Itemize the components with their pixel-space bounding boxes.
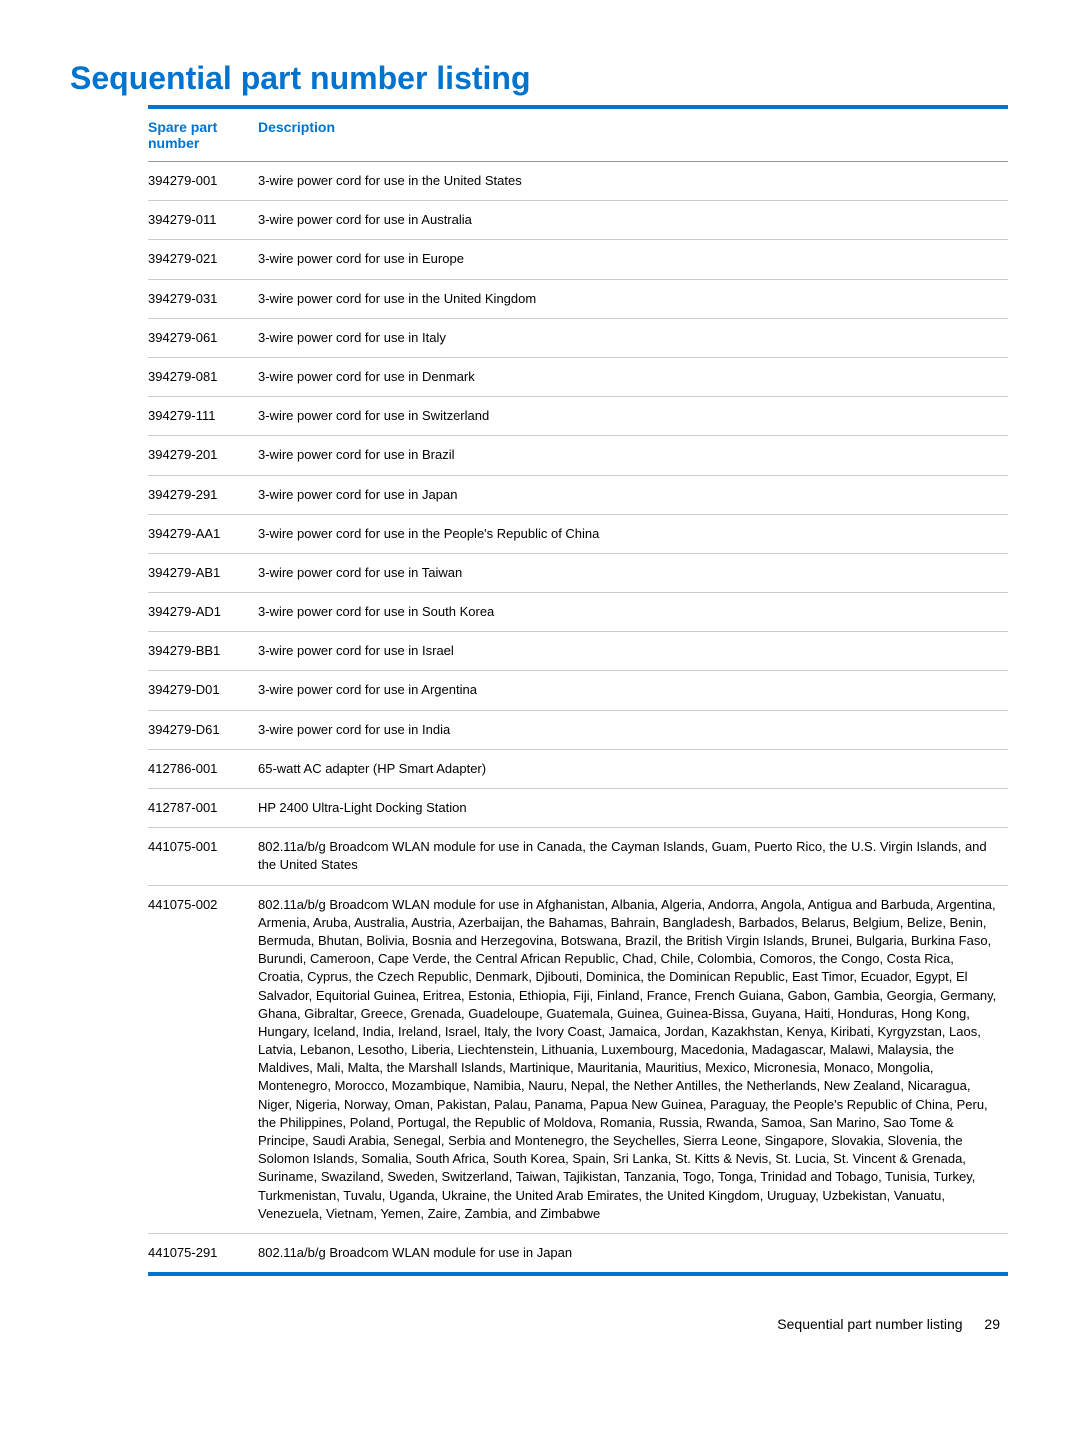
- footer-page-number: 29: [984, 1316, 1000, 1332]
- cell-part-number: 412787-001: [148, 789, 258, 828]
- table-row: 394279-AB13-wire power cord for use in T…: [148, 553, 1008, 592]
- table-row: 394279-AD13-wire power cord for use in S…: [148, 593, 1008, 632]
- parts-table: Spare part number Description 394279-001…: [148, 109, 1008, 1272]
- cell-description: 3-wire power cord for use in Argentina: [258, 671, 1008, 710]
- cell-description: 802.11a/b/g Broadcom WLAN module for use…: [258, 885, 1008, 1233]
- table-row: 441075-002802.11a/b/g Broadcom WLAN modu…: [148, 885, 1008, 1233]
- page-title: Sequential part number listing: [70, 60, 1010, 97]
- cell-description: 3-wire power cord for use in Israel: [258, 632, 1008, 671]
- cell-description: HP 2400 Ultra-Light Docking Station: [258, 789, 1008, 828]
- cell-description: 802.11a/b/g Broadcom WLAN module for use…: [258, 828, 1008, 885]
- table-row: 394279-0613-wire power cord for use in I…: [148, 318, 1008, 357]
- cell-description: 3-wire power cord for use in India: [258, 710, 1008, 749]
- cell-description: 3-wire power cord for use in Australia: [258, 201, 1008, 240]
- cell-description: 802.11a/b/g Broadcom WLAN module for use…: [258, 1233, 1008, 1272]
- table-row: 394279-BB13-wire power cord for use in I…: [148, 632, 1008, 671]
- table-row: 441075-001802.11a/b/g Broadcom WLAN modu…: [148, 828, 1008, 885]
- table-row: 394279-0313-wire power cord for use in t…: [148, 279, 1008, 318]
- cell-part-number: 394279-001: [148, 162, 258, 201]
- cell-description: 3-wire power cord for use in Taiwan: [258, 553, 1008, 592]
- cell-part-number: 441075-001: [148, 828, 258, 885]
- table-row: 394279-1113-wire power cord for use in S…: [148, 397, 1008, 436]
- table-row: 412787-001HP 2400 Ultra-Light Docking St…: [148, 789, 1008, 828]
- cell-description: 3-wire power cord for use in Denmark: [258, 357, 1008, 396]
- cell-part-number: 394279-021: [148, 240, 258, 279]
- cell-description: 3-wire power cord for use in Switzerland: [258, 397, 1008, 436]
- table-header-row: Spare part number Description: [148, 109, 1008, 162]
- table-row: 412786-00165-watt AC adapter (HP Smart A…: [148, 749, 1008, 788]
- cell-part-number: 394279-081: [148, 357, 258, 396]
- table-row: 441075-291802.11a/b/g Broadcom WLAN modu…: [148, 1233, 1008, 1272]
- cell-description: 3-wire power cord for use in Italy: [258, 318, 1008, 357]
- cell-description: 3-wire power cord for use in South Korea: [258, 593, 1008, 632]
- table-row: 394279-2013-wire power cord for use in B…: [148, 436, 1008, 475]
- table-row: 394279-0213-wire power cord for use in E…: [148, 240, 1008, 279]
- cell-part-number: 394279-201: [148, 436, 258, 475]
- table-row: 394279-D613-wire power cord for use in I…: [148, 710, 1008, 749]
- cell-description: 3-wire power cord for use in Brazil: [258, 436, 1008, 475]
- cell-part-number: 394279-031: [148, 279, 258, 318]
- column-header-description: Description: [258, 109, 1008, 162]
- bottom-underline: [148, 1272, 1008, 1276]
- footer-text: Sequential part number listing: [777, 1316, 962, 1332]
- cell-part-number: 394279-111: [148, 397, 258, 436]
- cell-part-number: 394279-AD1: [148, 593, 258, 632]
- column-header-part-number: Spare part number: [148, 109, 258, 162]
- table-row: 394279-2913-wire power cord for use in J…: [148, 475, 1008, 514]
- table-row: 394279-D013-wire power cord for use in A…: [148, 671, 1008, 710]
- cell-description: 3-wire power cord for use in the United …: [258, 279, 1008, 318]
- cell-description: 3-wire power cord for use in Europe: [258, 240, 1008, 279]
- page-footer: Sequential part number listing 29: [70, 1316, 1010, 1332]
- cell-part-number: 394279-D61: [148, 710, 258, 749]
- table-row: 394279-0013-wire power cord for use in t…: [148, 162, 1008, 201]
- table-row: 394279-0113-wire power cord for use in A…: [148, 201, 1008, 240]
- table-row: 394279-AA13-wire power cord for use in t…: [148, 514, 1008, 553]
- cell-description: 65-watt AC adapter (HP Smart Adapter): [258, 749, 1008, 788]
- cell-part-number: 412786-001: [148, 749, 258, 788]
- cell-description: 3-wire power cord for use in Japan: [258, 475, 1008, 514]
- cell-description: 3-wire power cord for use in the People'…: [258, 514, 1008, 553]
- cell-part-number: 441075-002: [148, 885, 258, 1233]
- cell-part-number: 394279-D01: [148, 671, 258, 710]
- cell-part-number: 441075-291: [148, 1233, 258, 1272]
- table-row: 394279-0813-wire power cord for use in D…: [148, 357, 1008, 396]
- cell-part-number: 394279-AB1: [148, 553, 258, 592]
- cell-part-number: 394279-291: [148, 475, 258, 514]
- cell-part-number: 394279-AA1: [148, 514, 258, 553]
- cell-description: 3-wire power cord for use in the United …: [258, 162, 1008, 201]
- cell-part-number: 394279-011: [148, 201, 258, 240]
- cell-part-number: 394279-BB1: [148, 632, 258, 671]
- cell-part-number: 394279-061: [148, 318, 258, 357]
